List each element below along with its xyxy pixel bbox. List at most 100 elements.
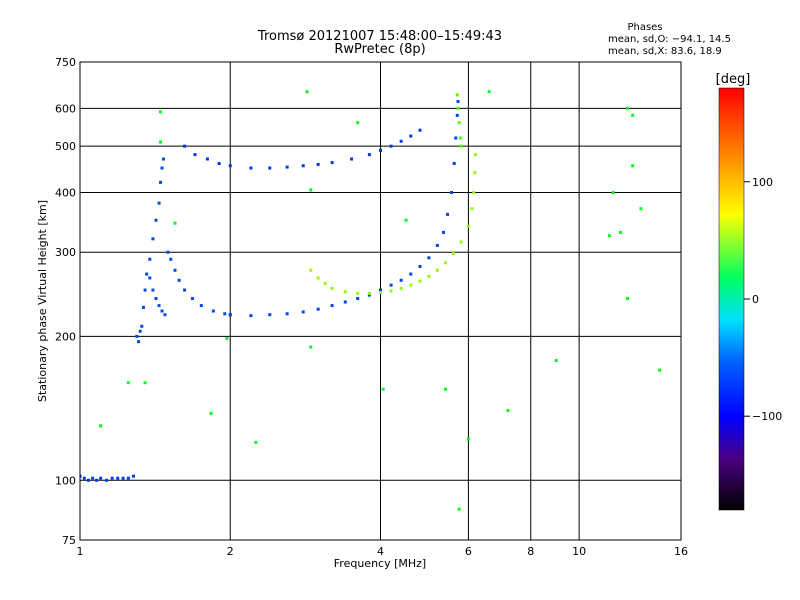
data-point — [301, 310, 305, 314]
y-tick-label: 600 — [55, 102, 76, 115]
data-point — [309, 345, 313, 349]
data-point — [268, 166, 272, 170]
data-point — [309, 188, 313, 192]
data-point — [162, 157, 166, 161]
data-point — [418, 265, 422, 269]
data-point — [631, 113, 635, 117]
data-point — [350, 157, 354, 161]
data-point — [126, 476, 130, 480]
x-tick-label: 1 — [77, 545, 84, 558]
data-points — [80, 90, 662, 511]
colorbar-label: [deg] — [716, 72, 751, 87]
data-point — [367, 291, 371, 295]
data-point — [389, 283, 393, 287]
data-point — [356, 297, 360, 301]
y-axis-label: Stationary phase Virtual Height [km] — [36, 200, 49, 402]
data-point — [138, 329, 142, 333]
y-tick-label: 75 — [62, 534, 76, 547]
data-point — [193, 153, 197, 157]
data-point — [211, 309, 215, 313]
data-point — [141, 305, 145, 309]
y-tick-label: 200 — [55, 330, 76, 343]
data-point — [473, 153, 477, 157]
stats-line-x: mean, sd,X: 83.6, 18.9 — [608, 46, 722, 57]
data-point — [249, 166, 253, 170]
data-point — [132, 474, 136, 478]
data-point — [205, 157, 209, 161]
data-point — [444, 387, 448, 391]
data-point — [305, 90, 309, 94]
data-point — [95, 478, 99, 482]
data-point — [472, 190, 476, 194]
series-x-f — [309, 153, 477, 295]
x-axis-label: Frequency [MHz] — [334, 557, 426, 570]
data-point — [177, 278, 181, 282]
data-point — [554, 359, 558, 363]
data-point — [285, 165, 289, 169]
data-point — [91, 476, 95, 480]
data-point — [143, 381, 147, 385]
data-point — [309, 268, 313, 272]
data-point — [183, 288, 187, 292]
data-point — [316, 276, 320, 280]
y-tick-label: 750 — [55, 56, 76, 69]
data-point — [159, 110, 163, 114]
data-point — [435, 243, 439, 247]
data-point — [160, 166, 164, 170]
grid-lines — [80, 62, 681, 540]
data-point — [379, 291, 382, 295]
stats-line-o: mean, sd,O: −94.1, 14.5 — [608, 34, 731, 45]
data-point — [217, 161, 221, 165]
data-point — [470, 207, 474, 211]
data-point — [169, 257, 173, 261]
colorbar-tick-label: −100 — [752, 410, 782, 423]
data-point — [356, 121, 360, 125]
data-point — [121, 476, 125, 480]
data-point — [80, 474, 82, 478]
data-point — [82, 476, 86, 480]
data-point — [457, 507, 461, 511]
data-point — [379, 288, 382, 292]
data-point — [473, 171, 477, 175]
data-point — [160, 309, 164, 313]
data-point — [389, 144, 393, 148]
data-point — [466, 437, 470, 441]
data-point — [418, 128, 422, 132]
data-point — [451, 252, 455, 256]
data-point — [409, 283, 413, 287]
data-point — [254, 440, 258, 444]
data-point — [228, 313, 232, 317]
data-point — [427, 274, 431, 278]
data-point — [166, 250, 170, 254]
y-tick-label: 500 — [55, 140, 76, 153]
data-point — [404, 218, 408, 222]
data-point — [223, 312, 227, 316]
data-point — [379, 148, 382, 152]
data-point — [87, 478, 91, 482]
data-point — [148, 257, 152, 261]
data-point — [145, 272, 149, 276]
data-point — [148, 276, 152, 280]
data-point — [140, 324, 144, 328]
data-point — [330, 304, 334, 308]
data-point — [343, 300, 347, 304]
y-tick-label: 400 — [55, 186, 76, 199]
data-point — [159, 180, 163, 184]
data-point — [607, 234, 611, 238]
data-point — [625, 297, 629, 301]
chart-title: Tromsø 20121007 15:48:00–15:49:43 — [257, 29, 502, 44]
x-tick-label: 4 — [377, 545, 384, 558]
data-point — [418, 279, 422, 283]
data-point — [323, 282, 327, 286]
plot-frame — [79, 61, 682, 541]
data-point — [228, 164, 232, 168]
data-point — [330, 286, 334, 290]
colorbar — [718, 87, 745, 511]
data-point — [444, 261, 448, 265]
data-point — [157, 201, 161, 205]
series-o-e-down — [148, 276, 167, 317]
data-point — [154, 297, 158, 301]
stats-title: Phases — [627, 22, 662, 33]
series-o-f2 — [183, 128, 422, 170]
